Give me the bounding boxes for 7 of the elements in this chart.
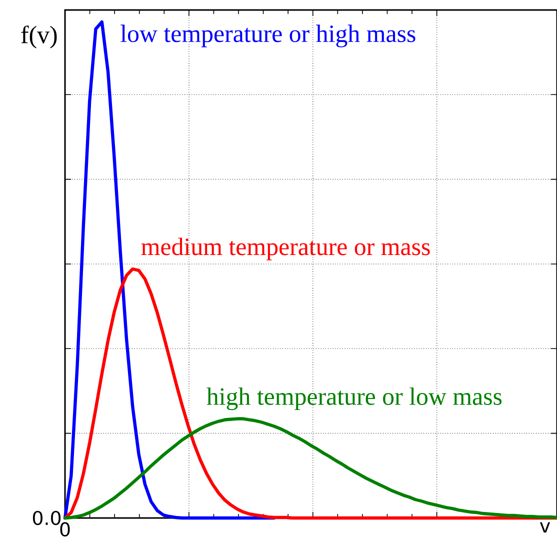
x-axis-title: v — [540, 522, 550, 533]
series-label: medium temperature or mass — [141, 238, 430, 260]
text: 0.0 — [32, 510, 61, 526]
series-label: low temperature or high mass — [120, 24, 416, 48]
series-label: high temperature or low mass — [206, 387, 502, 410]
text: 0 — [60, 522, 70, 536]
y-axis-title: f(v) — [21, 26, 57, 48]
